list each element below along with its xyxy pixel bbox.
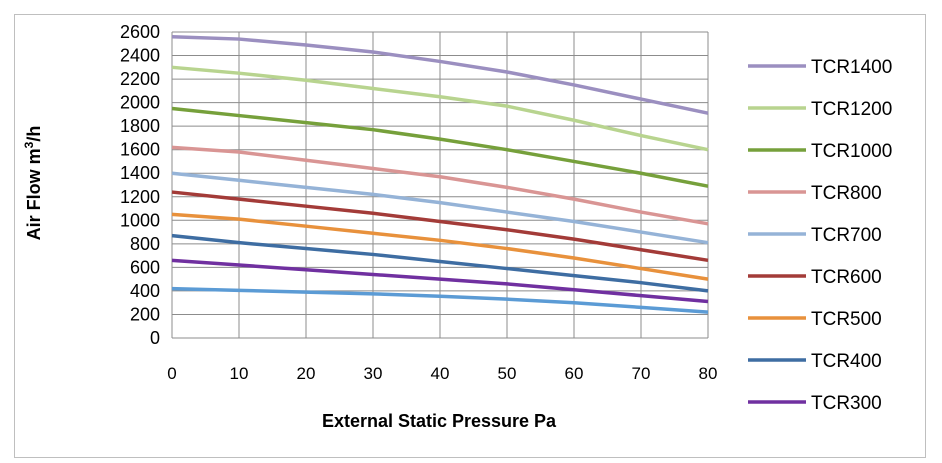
- x-tick-label: 10: [230, 364, 249, 383]
- y-tick-label: 600: [130, 257, 160, 277]
- x-tick-label: 30: [364, 364, 383, 383]
- x-tick-label: 40: [431, 364, 450, 383]
- legend-label-tcr1200: TCR1200: [811, 99, 892, 120]
- legend-label-tcr1000: TCR1000: [811, 141, 892, 162]
- y-tick-label: 2200: [120, 69, 160, 89]
- y-axis-ticks: 0 200 400 600 800 1000 1200 1400 1600 1800 2000 220…: [120, 22, 160, 348]
- y-tick-label: 1400: [120, 163, 160, 183]
- series-line-tcr600: [171, 190, 709, 263]
- legend: TCR1400 TCR1200 TCR1000 TCR800 TCR700 TCR600 T…: [748, 57, 892, 414]
- legend-label-tcr500: TCR500: [811, 309, 882, 330]
- legend-label-tcr600: TCR600: [811, 267, 882, 288]
- legend-label-tcr1400: TCR1400: [811, 57, 892, 78]
- y-tick-label: 1600: [120, 140, 160, 160]
- y-tick-label: 2600: [120, 22, 160, 42]
- chart-frame: [14, 14, 926, 458]
- x-tick-label: 50: [498, 364, 517, 383]
- y-tick-label: 2400: [120, 46, 160, 66]
- series-line-tcr300: [171, 258, 709, 304]
- series-line-tcr1200: [171, 65, 709, 152]
- y-tick-label: 1200: [120, 187, 160, 207]
- series-line-tcr700: [171, 171, 709, 245]
- y-tick-label: 1800: [120, 116, 160, 136]
- legend-label-tcr400: TCR400: [811, 351, 882, 372]
- x-tick-label: 20: [297, 364, 316, 383]
- y-axis-title-main: Air Flow m: [24, 148, 44, 240]
- series-line-unlabeled: [171, 286, 709, 314]
- y-axis-title: Air Flow m3/h: [22, 126, 44, 241]
- y-tick-label: 1000: [120, 210, 160, 230]
- legend-label-tcr700: TCR700: [811, 225, 882, 246]
- legend-label-tcr300: TCR300: [811, 393, 882, 414]
- series-line-tcr1000: [171, 106, 709, 188]
- x-tick-label: 70: [632, 364, 651, 383]
- y-axis-title-sup: 3: [22, 141, 36, 148]
- series-line-tcr400: [171, 233, 709, 293]
- y-tick-label: 400: [130, 281, 160, 301]
- x-tick-label: 80: [699, 364, 718, 383]
- x-tick-label: 0: [167, 364, 176, 383]
- y-tick-label: 0: [150, 328, 160, 348]
- x-axis-title: External Static Pressure Pa: [322, 411, 557, 431]
- series-lines: [171, 34, 709, 314]
- x-axis-ticks: 0 10 20 30 40 50 60 70 80: [167, 364, 717, 383]
- y-tick-label: 200: [130, 304, 160, 324]
- legend-label-tcr800: TCR800: [811, 183, 882, 204]
- series-line-tcr500: [171, 212, 709, 281]
- series-line-tcr1400: [171, 34, 709, 115]
- y-tick-label: 800: [130, 234, 160, 254]
- plot-grid: [171, 31, 709, 339]
- y-tick-label: 2000: [120, 93, 160, 113]
- y-axis-title-tail: /h: [24, 126, 44, 142]
- x-tick-label: 60: [565, 364, 584, 383]
- series-line-tcr800: [171, 145, 709, 226]
